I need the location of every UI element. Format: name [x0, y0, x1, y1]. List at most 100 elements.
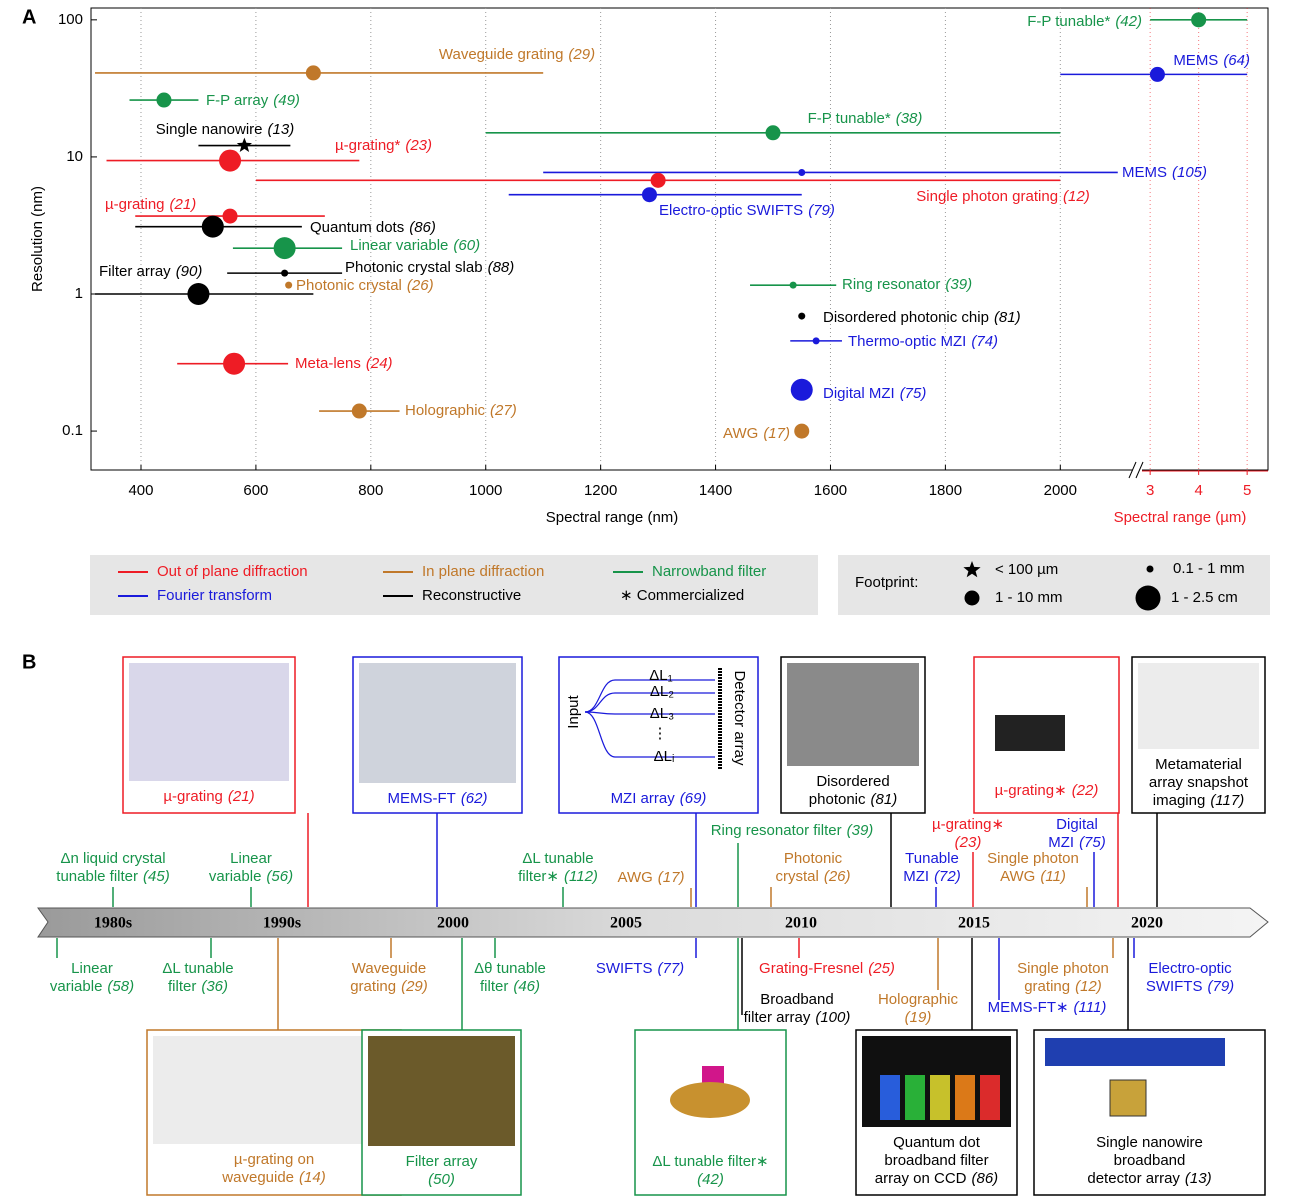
commercialized-note: ∗ Commercialized	[620, 587, 744, 604]
label-ref: (90)	[176, 263, 203, 280]
timeline-text: Grating-Fresnel (25)	[759, 960, 895, 977]
label-ref: (86)	[409, 219, 436, 236]
timeline-text: broadband filter	[884, 1152, 988, 1169]
label-name: F-P tunable*	[808, 110, 891, 127]
point-marker	[273, 237, 296, 260]
timeline-text: tunable filter (45)	[56, 868, 169, 885]
text-ref: (50)	[428, 1171, 455, 1188]
vial	[905, 1075, 925, 1120]
vial	[930, 1075, 950, 1120]
text-ref: (14)	[299, 1169, 326, 1186]
image-placeholder	[129, 663, 289, 781]
text-line: µ-grating on	[234, 1151, 314, 1168]
footprint-legend-box	[838, 555, 1270, 615]
text-line: Disordered	[816, 773, 889, 790]
timeline-text: Electro-optic	[1148, 960, 1232, 977]
x-tick-label: 400	[128, 482, 153, 499]
text-line: Holographic	[878, 991, 959, 1008]
text-line: filter∗	[518, 868, 559, 885]
decade-label: 2015	[958, 915, 990, 932]
timeline-text: MZI (72)	[903, 868, 961, 885]
waveguide	[584, 711, 715, 715]
text-ref: (111)	[1074, 999, 1107, 1016]
x-tick-label: 600	[243, 482, 268, 499]
x2-tick-label: 4	[1194, 482, 1202, 499]
text-ref: (69)	[680, 790, 707, 807]
footprint-title: Footprint:	[855, 574, 918, 591]
text-line: Broadband	[760, 991, 833, 1008]
image-placeholder	[153, 1036, 395, 1144]
timeline-text: Waveguide	[352, 960, 427, 977]
timeline-text: Broadband	[760, 991, 833, 1008]
label-name: Thermo-optic MZI	[848, 333, 966, 350]
x-tick-label: 1800	[929, 482, 962, 499]
text-line: Digital	[1056, 816, 1098, 833]
timeline-text: Photonic	[784, 850, 843, 867]
point-label: F-P tunable* (38)	[808, 110, 923, 127]
legend-symbol	[1135, 585, 1161, 611]
label-ref: (23)	[405, 137, 432, 154]
text-ref: (36)	[201, 978, 228, 995]
text-line: Electro-optic	[1148, 960, 1232, 977]
text-line: broadband filter	[884, 1152, 988, 1169]
text-line: MEMS-FT	[387, 790, 455, 807]
point-label: µ-grating* (23)	[335, 137, 432, 154]
text-line: SWIFTS	[596, 960, 653, 977]
text-line: AWG	[1000, 868, 1035, 885]
timeline-text: Tunable	[905, 850, 959, 867]
x-tick-label: 1200	[584, 482, 617, 499]
text-ref: (81)	[871, 791, 898, 808]
label-name: AWG	[723, 425, 758, 442]
text-line: filter	[168, 978, 196, 995]
decade-label: 2000	[437, 915, 469, 932]
legend-label: 0.1 - 1 mm	[1173, 560, 1245, 577]
point-marker	[219, 149, 242, 172]
label-ref: (38)	[896, 110, 923, 127]
image-placeholder	[787, 663, 919, 766]
point-marker	[798, 312, 806, 320]
diagram-label: ΔL₁	[649, 667, 672, 684]
point-label: Ring resonator (39)	[842, 276, 972, 293]
text-ref: (58)	[107, 978, 134, 995]
timeline-text: AWG (11)	[1000, 868, 1066, 885]
text-ref: (112)	[564, 868, 598, 885]
label-name: Electro-optic SWIFTS	[659, 202, 803, 219]
legend-label: Narrowband filter	[652, 563, 766, 580]
x-tick-label: 800	[358, 482, 383, 499]
legend-box	[90, 555, 818, 615]
point-label: Disordered photonic chip (81)	[823, 309, 1021, 326]
legend-label: < 100 µm	[995, 561, 1058, 578]
text-ref: (29)	[401, 978, 428, 995]
label-ref: (81)	[994, 309, 1021, 326]
label-ref: (17)	[763, 425, 790, 442]
point-marker	[285, 281, 293, 289]
timeline-text: Single photon	[987, 850, 1079, 867]
text-ref: (72)	[934, 868, 961, 885]
chip-detail	[995, 715, 1065, 751]
timeline-text: filter (46)	[480, 978, 540, 995]
label-name: Photonic crystal	[296, 277, 402, 294]
point-label: F-P tunable* (42)	[1027, 13, 1142, 30]
timeline-text: µ-grating∗	[932, 816, 1004, 833]
text-ref: (86)	[972, 1170, 999, 1187]
text-line: Ring resonator filter	[711, 822, 842, 839]
label-name: µ-grating	[105, 196, 165, 213]
timeline-text: array on CCD (86)	[875, 1170, 998, 1187]
label-ref: (21)	[170, 196, 197, 213]
diagram-label: ΔL₃	[650, 705, 674, 722]
text-line: broadband	[1114, 1152, 1186, 1169]
legend-symbol	[1146, 565, 1154, 573]
label-name: Meta-lens	[295, 355, 361, 372]
text-line: ΔL tunable	[522, 850, 593, 867]
point-label: MEMS (64)	[1173, 52, 1250, 69]
point-marker	[794, 423, 810, 439]
point-marker	[156, 92, 172, 108]
text-ref: (46)	[513, 978, 540, 995]
image-box	[558, 656, 759, 814]
label-ref: (79)	[808, 202, 835, 219]
timeline-text: Single photon	[1017, 960, 1109, 977]
point-label: F-P array (49)	[206, 92, 300, 109]
timeline-arrow	[37, 907, 1269, 938]
